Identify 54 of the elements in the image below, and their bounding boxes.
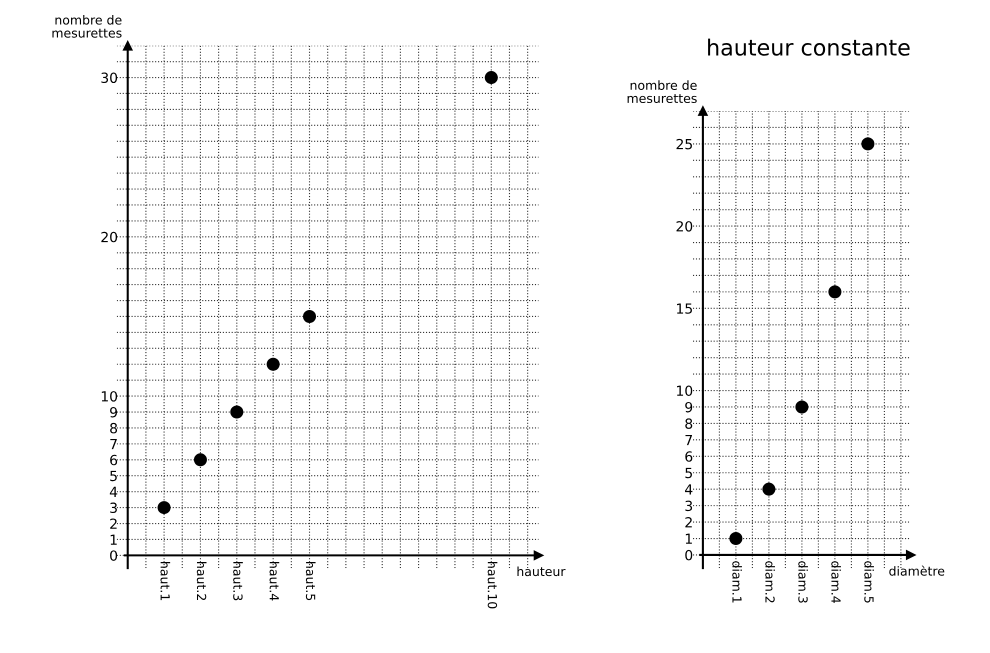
- y-tick-label: 8: [110, 422, 118, 434]
- point: [484, 71, 498, 84]
- point: [266, 358, 280, 371]
- y-tick-label: 30: [101, 72, 118, 84]
- y-tick-label: 10: [102, 391, 118, 402]
- x-tick-label: diam.1: [732, 561, 742, 603]
- y-tick-label: 4: [685, 484, 692, 494]
- point: [303, 310, 316, 323]
- x-axis-title: hauteur: [517, 566, 566, 576]
- y-tick-label: 9: [685, 402, 692, 412]
- chart-title: hauteur constante: [708, 38, 910, 56]
- y-tick-label: 7: [685, 435, 692, 446]
- point: [861, 137, 874, 150]
- y-tick-label: 0: [110, 550, 118, 561]
- y-tick-label: 5: [110, 470, 117, 482]
- y-tick-label: 9: [110, 406, 118, 418]
- point: [828, 285, 842, 298]
- x-tick-label: haut.1: [160, 562, 170, 600]
- y-tick-label: 6: [110, 454, 118, 466]
- x-tick-label: diam.2: [765, 561, 775, 602]
- y-tick-label: 6: [685, 451, 692, 462]
- point: [158, 501, 171, 514]
- y-tick-label: 20: [676, 221, 692, 232]
- y-tick-label: 4: [110, 486, 118, 497]
- y-tick-label: 7: [110, 439, 117, 450]
- x-tick-label: diam.3: [798, 561, 808, 603]
- y-tick-label: 5: [685, 468, 692, 478]
- x-tick-label: haut.10: [488, 562, 498, 608]
- point: [729, 532, 742, 546]
- x-tick-label: haut.5: [306, 562, 316, 600]
- y-tick-label: 8: [685, 418, 692, 429]
- point: [194, 453, 207, 466]
- y-tick-label: 15: [677, 303, 692, 314]
- y-axis-title: nombre de mesurettes: [628, 80, 697, 104]
- x-tick-label: diam.5: [864, 561, 874, 603]
- y-tick-label: 2: [685, 517, 692, 528]
- y-axis-title: nombre de mesurettes: [52, 15, 122, 38]
- y-tick-label: 0: [685, 550, 692, 560]
- y-tick-label: 2: [110, 518, 117, 529]
- y-tick-label: 1: [110, 534, 117, 545]
- x-tick-label: haut.3: [233, 562, 243, 600]
- point: [795, 400, 808, 414]
- x-tick-label: haut.4: [270, 562, 280, 601]
- x-tick-label: haut.2: [196, 562, 206, 600]
- y-tick-label: 20: [101, 232, 118, 242]
- y-tick-label: 3: [110, 502, 117, 514]
- y-tick-label: 1: [686, 534, 692, 544]
- x-axis-title: diamètre: [889, 566, 944, 576]
- point: [762, 482, 776, 496]
- point: [230, 406, 244, 419]
- x-tick-label: diam.4: [831, 561, 841, 603]
- y-tick-label: 25: [676, 138, 692, 150]
- y-tick-label: 3: [685, 500, 692, 512]
- y-tick-label: 10: [677, 386, 692, 396]
